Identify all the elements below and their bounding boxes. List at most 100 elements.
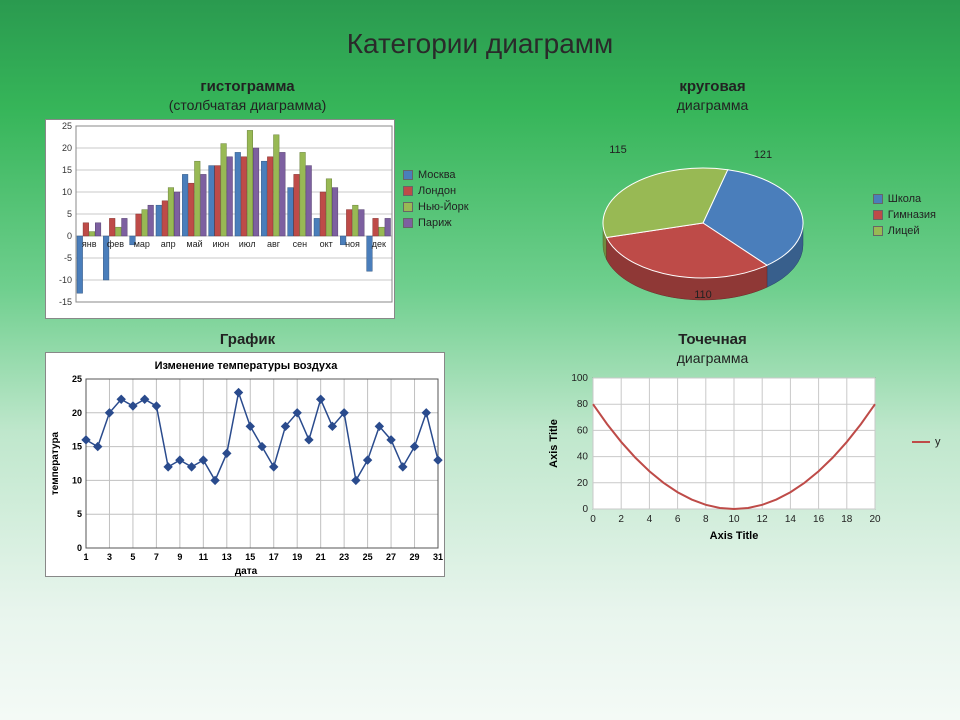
svg-text:15: 15 bbox=[72, 442, 82, 452]
pie-title: круговая bbox=[485, 78, 940, 95]
svg-text:окт: окт bbox=[320, 239, 333, 249]
svg-text:10: 10 bbox=[72, 475, 82, 485]
svg-text:20: 20 bbox=[72, 408, 82, 418]
pie-subtitle: диаграмма bbox=[485, 97, 940, 113]
svg-text:0: 0 bbox=[67, 231, 72, 241]
svg-text:15: 15 bbox=[245, 552, 255, 562]
svg-text:авг: авг bbox=[267, 239, 281, 249]
svg-text:115: 115 bbox=[609, 144, 627, 156]
svg-text:13: 13 bbox=[222, 552, 232, 562]
svg-text:25: 25 bbox=[62, 121, 72, 131]
svg-text:июл: июл bbox=[239, 239, 256, 249]
svg-text:110: 110 bbox=[694, 289, 712, 301]
svg-text:апр: апр bbox=[161, 239, 176, 249]
legend-label: Москва bbox=[418, 169, 456, 181]
svg-text:121: 121 bbox=[753, 149, 771, 161]
line-title: График bbox=[20, 331, 475, 348]
page-title: Категории диаграмм bbox=[0, 0, 960, 60]
svg-text:дата: дата bbox=[235, 566, 258, 577]
svg-text:янв: янв bbox=[82, 239, 97, 249]
svg-text:5: 5 bbox=[130, 552, 135, 562]
svg-text:12: 12 bbox=[756, 514, 768, 525]
legend-swatch bbox=[873, 226, 883, 236]
legend-item: Париж bbox=[403, 217, 469, 229]
legend-label: Лицей bbox=[888, 225, 920, 237]
svg-text:Изменение температуры воздуха: Изменение температуры воздуха bbox=[155, 360, 339, 372]
pie-cell: круговая диаграмма 121 110 115 Школа Гимназ… bbox=[485, 78, 940, 323]
svg-text:27: 27 bbox=[386, 552, 396, 562]
legend-swatch bbox=[873, 194, 883, 204]
svg-text:Axis Title: Axis Title bbox=[709, 530, 758, 542]
pie-legend: Школа Гимназия Лицей bbox=[873, 193, 936, 241]
histogram-legend: Москва Лондон Нью-Йорк Париж bbox=[403, 169, 469, 233]
svg-text:29: 29 bbox=[410, 552, 420, 562]
svg-text:80: 80 bbox=[576, 399, 588, 410]
svg-text:Axis Title: Axis Title bbox=[548, 419, 560, 468]
svg-text:11: 11 bbox=[199, 552, 209, 562]
svg-text:40: 40 bbox=[576, 452, 588, 463]
svg-text:7: 7 bbox=[154, 552, 159, 562]
legend-label: Школа bbox=[888, 193, 921, 205]
legend-swatch bbox=[873, 210, 883, 220]
svg-text:10: 10 bbox=[728, 514, 740, 525]
svg-text:3: 3 bbox=[107, 552, 112, 562]
svg-text:фев: фев bbox=[107, 239, 124, 249]
legend-item: Гимназия bbox=[873, 209, 936, 221]
svg-text:20: 20 bbox=[62, 143, 72, 153]
svg-text:мар: мар bbox=[134, 239, 150, 249]
histogram-cell: гистограмма (столбчатая диаграмма) -15-1… bbox=[20, 78, 475, 323]
svg-text:ноя: ноя bbox=[345, 239, 360, 249]
svg-text:21: 21 bbox=[316, 552, 326, 562]
svg-text:17: 17 bbox=[269, 552, 279, 562]
pie-chart: 121 110 115 bbox=[563, 113, 863, 323]
line-cell: График Изменение температуры воздуха 0 5 10… bbox=[20, 331, 475, 577]
svg-text:20: 20 bbox=[869, 514, 881, 525]
svg-text:60: 60 bbox=[576, 425, 588, 436]
svg-text:5: 5 bbox=[77, 509, 82, 519]
histogram-title: гистограмма bbox=[20, 78, 475, 95]
svg-text:20: 20 bbox=[576, 478, 588, 489]
legend-swatch bbox=[403, 218, 413, 228]
legend-line bbox=[912, 441, 930, 443]
svg-text:-10: -10 bbox=[59, 275, 72, 285]
svg-text:8: 8 bbox=[703, 514, 709, 525]
histogram-panel: -15 -10 -5 0 5 10 15 20 25 янвфевмар апрмайиюниюл а… bbox=[45, 119, 395, 319]
svg-text:25: 25 bbox=[363, 552, 373, 562]
scatter-cell: Точечная диаграмма 020406080100024681012… bbox=[485, 331, 940, 577]
histogram-subtitle: (столбчатая диаграмма) bbox=[20, 97, 475, 113]
svg-text:0: 0 bbox=[77, 543, 82, 553]
chart-grid: гистограмма (столбчатая диаграмма) -15-1… bbox=[0, 78, 960, 577]
legend-item: Лицей bbox=[873, 225, 936, 237]
legend-label: y bbox=[935, 436, 941, 448]
svg-text:0: 0 bbox=[590, 514, 596, 525]
legend-item: Нью-Йорк bbox=[403, 201, 469, 213]
svg-text:18: 18 bbox=[841, 514, 853, 525]
svg-text:сен: сен bbox=[293, 239, 308, 249]
svg-text:-15: -15 bbox=[59, 297, 72, 307]
line-panel: Изменение температуры воздуха05101520251… bbox=[45, 352, 445, 577]
legend-item: y bbox=[912, 436, 941, 448]
legend-label: Гимназия bbox=[888, 209, 936, 221]
svg-text:4: 4 bbox=[646, 514, 652, 525]
svg-text:100: 100 bbox=[571, 373, 588, 384]
scatter-title: Точечная bbox=[485, 331, 940, 348]
legend-swatch bbox=[403, 170, 413, 180]
svg-text:температура: температура bbox=[50, 431, 61, 495]
legend-item: Лондон bbox=[403, 185, 469, 197]
svg-text:6: 6 bbox=[674, 514, 680, 525]
svg-text:май: май bbox=[186, 239, 202, 249]
svg-text:июн: июн bbox=[212, 239, 229, 249]
svg-text:1: 1 bbox=[83, 552, 88, 562]
legend-label: Париж bbox=[418, 217, 452, 229]
svg-text:25: 25 bbox=[72, 374, 82, 384]
svg-text:15: 15 bbox=[62, 165, 72, 175]
svg-text:23: 23 bbox=[339, 552, 349, 562]
svg-text:5: 5 bbox=[67, 209, 72, 219]
svg-text:10: 10 bbox=[62, 187, 72, 197]
legend-label: Лондон bbox=[418, 185, 456, 197]
svg-text:2: 2 bbox=[618, 514, 624, 525]
svg-text:9: 9 bbox=[177, 552, 182, 562]
svg-text:-5: -5 bbox=[64, 253, 72, 263]
scatter-panel: 02040608010002468101214161820Axis TitleA… bbox=[543, 370, 883, 545]
legend-swatch bbox=[403, 202, 413, 212]
